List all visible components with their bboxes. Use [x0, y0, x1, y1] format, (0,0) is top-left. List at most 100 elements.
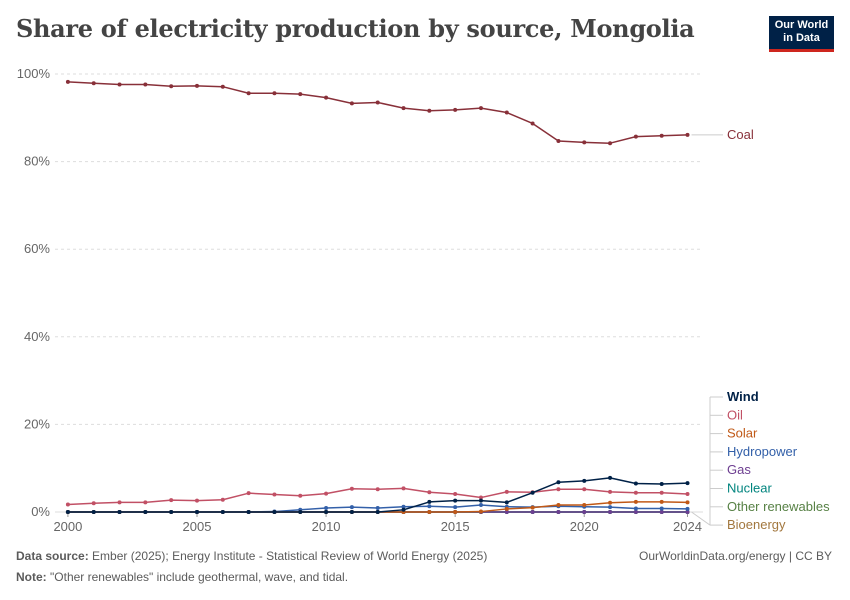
data-point — [169, 498, 174, 503]
logo-line-2: in Data — [783, 32, 820, 44]
data-point — [530, 505, 535, 510]
x-tick-label: 2024 — [673, 519, 702, 534]
data-point — [194, 510, 199, 514]
data-point — [324, 506, 329, 511]
note-text: "Other renewables" include geothermal, w… — [50, 570, 349, 584]
data-point — [556, 502, 561, 507]
data-point — [478, 498, 483, 503]
legend-label-hydropower: Hydropower — [727, 444, 798, 459]
data-point — [453, 505, 458, 510]
data-point — [453, 510, 458, 514]
data-point — [659, 133, 664, 138]
data-point — [608, 475, 613, 480]
data-point — [633, 499, 638, 504]
data-point — [349, 505, 354, 510]
legend-label-gas: Gas — [727, 462, 751, 477]
data-point — [453, 498, 458, 503]
data-point — [556, 480, 561, 485]
data-point — [349, 101, 354, 106]
chart-title: Share of electricity production by sourc… — [16, 14, 695, 43]
data-point — [478, 495, 483, 500]
x-tick-label: 2020 — [570, 519, 599, 534]
data-point — [582, 487, 587, 492]
data-point — [633, 506, 638, 511]
data-point — [685, 506, 690, 511]
series-line-coal — [67, 81, 688, 144]
data-point — [659, 481, 664, 486]
note-line: Note: "Other renewables" include geother… — [16, 570, 348, 584]
data-source-line: Data source: Ember (2025); Energy Instit… — [16, 549, 487, 563]
data-point — [582, 140, 587, 145]
y-tick-label: 60% — [24, 241, 50, 256]
data-point — [608, 505, 613, 510]
logo-accent-bar — [769, 49, 834, 52]
data-point — [608, 510, 613, 514]
data-point — [478, 502, 483, 507]
data-point — [143, 500, 148, 505]
data-point — [427, 108, 432, 113]
data-point — [530, 121, 535, 126]
note-label: Note: — [16, 570, 47, 584]
data-point — [504, 489, 509, 494]
data-point — [582, 478, 587, 483]
data-point — [556, 139, 561, 144]
data-point — [117, 510, 122, 514]
data-point — [453, 107, 458, 112]
y-tick-label: 20% — [24, 416, 50, 431]
data-point — [556, 487, 561, 492]
data-point — [194, 498, 199, 503]
data-point — [246, 510, 251, 514]
data-point — [633, 490, 638, 495]
data-point — [375, 100, 380, 105]
data-point — [272, 510, 277, 514]
data-point — [298, 92, 303, 97]
data-point — [685, 500, 690, 505]
data-point — [117, 82, 122, 87]
data-point — [633, 134, 638, 139]
data-point — [582, 510, 587, 514]
data-source-text[interactable]: Ember (2025); Energy Institute - Statist… — [92, 549, 488, 563]
data-point — [91, 510, 96, 514]
data-point — [117, 500, 122, 505]
data-point — [324, 510, 329, 514]
data-point — [504, 500, 509, 505]
x-tick-label: 2000 — [53, 519, 82, 534]
data-point — [530, 510, 535, 514]
data-point — [427, 504, 432, 509]
data-point — [91, 81, 96, 86]
data-point — [143, 82, 148, 87]
data-point — [427, 490, 432, 495]
owid-logo[interactable]: Our World in Data — [769, 16, 834, 52]
y-tick-label: 80% — [24, 154, 50, 169]
data-point — [272, 91, 277, 96]
legend-label-other-renewables: Other renewables — [727, 499, 830, 514]
data-point — [298, 493, 303, 498]
data-point — [427, 499, 432, 504]
y-tick-label: 40% — [24, 329, 50, 344]
legend-label-solar: Solar — [727, 426, 758, 441]
data-point — [685, 132, 690, 137]
data-point — [324, 95, 329, 100]
data-point — [659, 510, 664, 514]
data-point — [659, 490, 664, 495]
y-tick-label: 100% — [17, 66, 51, 81]
data-point — [349, 510, 354, 514]
data-point — [530, 490, 535, 495]
data-point — [504, 510, 509, 514]
data-point — [91, 501, 96, 506]
data-point — [504, 110, 509, 115]
data-point — [220, 510, 225, 514]
data-point — [65, 79, 70, 84]
data-point — [608, 141, 613, 146]
data-point — [685, 510, 690, 514]
data-point — [427, 510, 432, 514]
data-point — [633, 481, 638, 486]
legend-label-bioenergy: Bioenergy — [727, 517, 786, 532]
x-tick-label: 2010 — [312, 519, 341, 534]
data-point — [220, 84, 225, 89]
data-point — [65, 502, 70, 507]
x-tick-label: 2015 — [441, 519, 470, 534]
credit-link[interactable]: OurWorldinData.org/energy | CC BY — [639, 549, 832, 563]
logo-line-1: Our World — [774, 19, 829, 31]
